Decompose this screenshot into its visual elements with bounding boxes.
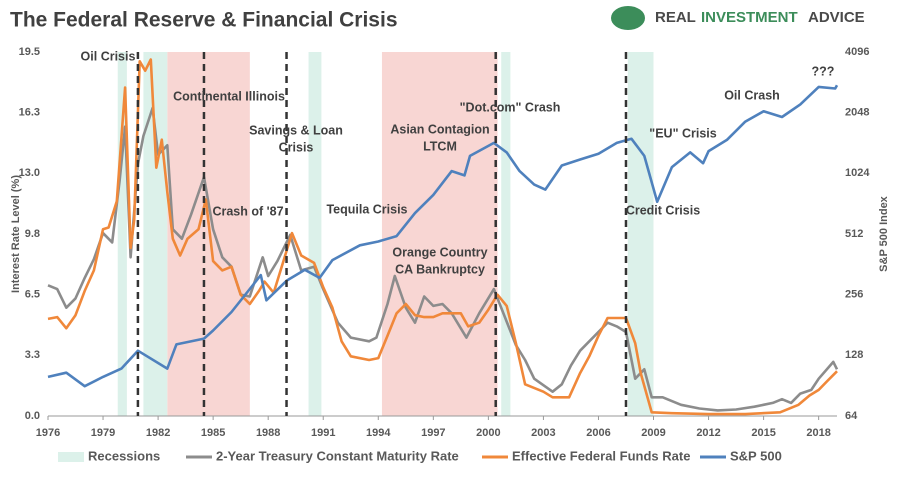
- y2-tick-label: 256: [845, 289, 863, 301]
- x-tick-label: 2003: [531, 427, 555, 439]
- y-tick-label: 16.3: [19, 107, 40, 119]
- shaded-period: [381, 52, 498, 416]
- x-tick-label: 2018: [806, 427, 830, 439]
- y2-tick-label: 1024: [845, 167, 870, 179]
- y-tick-label: 6.5: [25, 289, 40, 301]
- x-tick-label: 1976: [36, 427, 60, 439]
- annotation: Orange Country: [392, 245, 487, 259]
- x-tick-label: 2000: [476, 427, 500, 439]
- annotation: ???: [812, 64, 835, 78]
- y-tick-label: 13.0: [19, 167, 40, 179]
- annotation: Crisis: [279, 140, 314, 154]
- legend-swatch: [58, 452, 84, 462]
- annotation: LTCM: [423, 139, 457, 153]
- x-tick-label: 2012: [696, 427, 720, 439]
- x-tick-label: 1988: [256, 427, 280, 439]
- y2-tick-label: 512: [845, 228, 863, 240]
- legend-label: 2-Year Treasury Constant Maturity Rate: [216, 448, 459, 463]
- series-line: [47, 58, 838, 416]
- series-line: [47, 106, 839, 412]
- y-axis-label: Interest Rate Level (%): [10, 175, 22, 293]
- chart-title: The Federal Reserve & Financial Crisis: [10, 9, 398, 32]
- x-tick-label: 1994: [366, 427, 391, 439]
- annotation: Continental Illinois: [173, 89, 285, 103]
- y2-axis-label: S&P 500 Index: [878, 195, 890, 271]
- x-tick-label: 2015: [751, 427, 775, 439]
- x-tick-label: 1997: [421, 427, 445, 439]
- annotation: CA Bankruptcy: [395, 262, 485, 276]
- annotation: "EU" Crisis: [649, 126, 716, 140]
- legend-label: Effective Federal Funds Rate: [512, 448, 690, 463]
- logo-word: ADVICE: [808, 9, 865, 26]
- x-tick-label: 1982: [146, 427, 170, 439]
- series-line: [47, 84, 839, 388]
- annotation: Oil Crash: [724, 88, 780, 102]
- logo-icon: [611, 6, 645, 30]
- y2-tick-label: 64: [845, 410, 858, 422]
- x-tick-label: 2009: [641, 427, 665, 439]
- y2-tick-label: 4096: [845, 46, 869, 58]
- x-tick-label: 1985: [201, 427, 225, 439]
- shaded-period: [167, 52, 250, 416]
- y-tick-label: 3.3: [25, 349, 40, 361]
- annotation: Tequila Crisis: [326, 202, 407, 216]
- annotation: Oil Crisis: [81, 49, 136, 63]
- brand-logo: REAL INVESTMENT ADVICE: [611, 6, 865, 30]
- y-tick-label: 0.0: [25, 410, 40, 422]
- shaded-period: [501, 52, 511, 416]
- annotation: Crash of '87: [212, 204, 283, 218]
- legend-label: S&P 500: [730, 448, 782, 463]
- annotation: Credit Crisis: [626, 203, 700, 217]
- logo-word: REAL: [655, 9, 696, 26]
- legend-label: Recessions: [88, 448, 160, 463]
- annotation: "Dot.com" Crash: [460, 100, 561, 114]
- y-tick-label: 19.5: [19, 46, 40, 58]
- x-tick-label: 1979: [91, 427, 115, 439]
- annotation: Savings & Loan: [249, 123, 343, 137]
- x-tick-label: 1991: [311, 427, 335, 439]
- y-tick-label: 9.8: [25, 228, 40, 240]
- logo-word: INVESTMENT: [701, 9, 798, 26]
- y2-tick-label: 2048: [845, 107, 869, 119]
- annotation: Asian Contagion: [390, 122, 489, 136]
- x-tick-label: 2006: [586, 427, 610, 439]
- shaded-period: [308, 52, 322, 416]
- shaded-period: [117, 52, 127, 416]
- shaded-period: [627, 52, 654, 416]
- y2-tick-label: 128: [845, 349, 863, 361]
